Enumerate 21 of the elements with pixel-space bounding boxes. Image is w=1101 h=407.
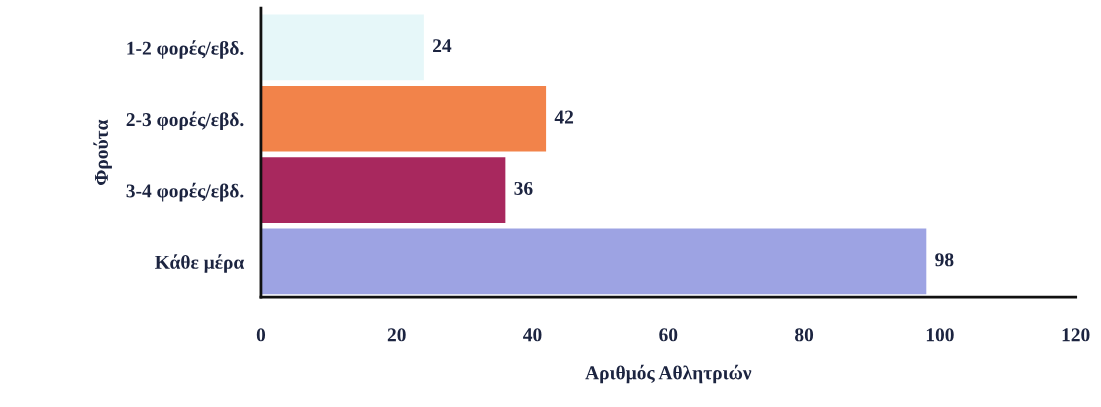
bar: [260, 157, 506, 223]
data-label: 98: [935, 253, 954, 267]
data-label: 42: [554, 110, 574, 124]
bar: [260, 228, 927, 295]
x-tick-label: 60: [659, 328, 678, 342]
x-tick-label: 20: [387, 328, 406, 342]
y-axis-title: Φρούτα: [93, 119, 112, 185]
bar: [260, 14, 424, 81]
y-tick-label: 3-4 φορές/εβδ.: [126, 182, 244, 202]
x-tick-label: 40: [523, 328, 542, 342]
y-tick-label: 1-2 φορές/εβδ.: [127, 40, 244, 59]
bar: [260, 85, 547, 152]
y-tick-label: 2-3 φορές/εβδ.: [126, 111, 244, 131]
x-tick-label: 80: [795, 328, 814, 342]
data-label: 36: [514, 181, 533, 195]
data-label: 24: [433, 39, 452, 53]
x-tick-label: 100: [926, 328, 954, 342]
y-tick-label: Κάθε μέρα: [155, 254, 245, 273]
x-axis-title: Αριθμός Αθλητριών: [585, 364, 752, 384]
x-tick-label: 0: [256, 328, 266, 342]
x-tick-label: 120: [1062, 328, 1090, 342]
